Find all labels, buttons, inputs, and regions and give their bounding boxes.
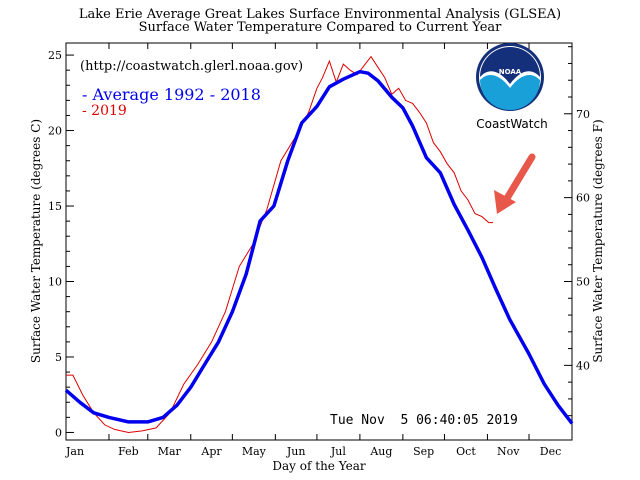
y-tick-label: 0 bbox=[55, 426, 62, 439]
x-tick-label: Jun bbox=[286, 445, 306, 458]
y-tick-label: 10 bbox=[48, 276, 62, 289]
y-tick-label: 25 bbox=[48, 49, 62, 62]
x-tick-label: Jan bbox=[65, 445, 84, 458]
chart-title: Lake Erie Average Great Lakes Surface En… bbox=[79, 7, 561, 22]
y-axis-right-label: Surface Water Temperature (degrees F) bbox=[591, 119, 605, 362]
legend-average: - Average 1992 - 2018 bbox=[82, 85, 261, 104]
noaa-logo: NOAA bbox=[476, 43, 544, 111]
x-tick-label: May bbox=[242, 445, 267, 458]
x-tick-label: Oct bbox=[456, 445, 476, 458]
coastwatch-label: CoastWatch bbox=[476, 117, 547, 131]
source-url: (http://coastwatch.glerl.noaa.gov) bbox=[80, 59, 303, 74]
x-tick-label: Jul bbox=[330, 445, 346, 458]
x-axis-ticks: Jan Feb Mar Apr May Jun Jul Aug Sep Oct Nov Dec bbox=[65, 43, 561, 458]
x-tick-label: Aug bbox=[369, 445, 392, 458]
x-tick-label: Nov bbox=[497, 445, 520, 458]
y-right-tick-label: 40 bbox=[576, 359, 590, 372]
x-axis-label: Day of the Year bbox=[272, 459, 365, 473]
timestamp: Tue Nov 5 06:40:05 2019 bbox=[330, 413, 518, 428]
series-line-2019 bbox=[66, 55, 493, 434]
x-tick-label: Sep bbox=[413, 445, 434, 458]
y-axis-left-ticks: 0 5 10 15 20 25 bbox=[48, 49, 74, 439]
x-tick-label: Feb bbox=[118, 445, 139, 458]
x-tick-label: Dec bbox=[540, 445, 562, 458]
y-tick-label: 5 bbox=[55, 351, 62, 364]
chart-subtitle: Surface Water Temperature Compared to Cu… bbox=[139, 20, 502, 35]
y-axis-right-ticks: 40 50 60 70 bbox=[564, 46, 590, 417]
y-right-tick-label: 60 bbox=[576, 192, 590, 205]
y-right-tick-label: 70 bbox=[576, 108, 590, 121]
y-right-tick-label: 50 bbox=[576, 276, 590, 289]
x-tick-label: Mar bbox=[158, 445, 182, 458]
y-tick-label: 15 bbox=[48, 200, 62, 213]
series-line-average bbox=[64, 69, 574, 425]
y-tick-label: 20 bbox=[48, 125, 62, 138]
arrow-annotation bbox=[494, 153, 536, 214]
y-axis-left-label: Surface Water Temperature (degrees C) bbox=[29, 119, 43, 363]
x-tick-label: Apr bbox=[200, 445, 222, 458]
noaa-logo-text: NOAA bbox=[499, 68, 522, 76]
plot-frame bbox=[65, 42, 573, 441]
legend-2019: - 2019 bbox=[82, 103, 127, 119]
